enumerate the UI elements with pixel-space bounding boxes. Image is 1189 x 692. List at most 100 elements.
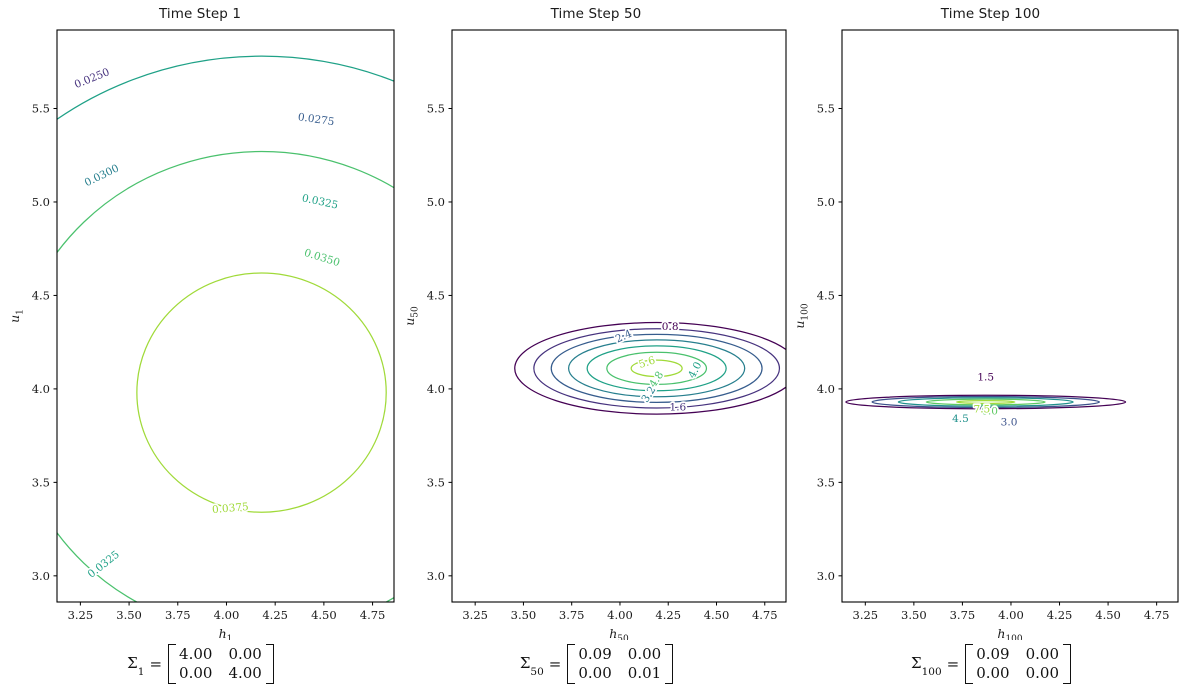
axes-frame (451, 29, 787, 603)
x-axis-label-base: h (997, 626, 1005, 640)
contour-panel-2: Time Step 50 0.8 0.8 1.6 1.6 2.4 2.4 3.2 3.2 4.0 4… (400, 0, 792, 692)
contour-label-halo: 6.0 (981, 405, 998, 417)
matrix-cell: 0.00 (228, 645, 262, 664)
plot-area: 1.51.53.03.04.54.56.06.07.57.53.25 3.50 3.… (792, 29, 1179, 640)
contour-label-halo: 1.5 (977, 372, 994, 384)
x-tick-label: 4.00 (998, 608, 1024, 622)
contour-level-3.2 (567, 339, 746, 398)
sigma-subscript: 50 (530, 665, 544, 678)
y-tick-label: 3.0 (427, 569, 445, 583)
x-tick-label: 4.00 (214, 608, 240, 622)
matrix-cell: 0.09 (578, 645, 612, 664)
x-tick-label: 4.25 (655, 608, 681, 622)
contour-level-7.5 (955, 399, 1016, 405)
contour-level-3.0 (871, 395, 1100, 409)
contour-label: 1.6 (670, 402, 687, 414)
matrix-cell: 0.09 (976, 645, 1010, 664)
y-tick-label: 4.5 (427, 288, 445, 302)
matrix-bracket-left (168, 644, 177, 684)
contour-level-5.6 (630, 359, 683, 378)
contour-panel-1: Time Step 1 0.0250 0.0250 0.0275 0.0275 0.030… (0, 0, 400, 692)
y-axis-label: u50 (402, 306, 421, 326)
equals-sign: = (946, 655, 960, 674)
y-axis-label-subscript: 100 (801, 303, 811, 320)
contour-label: 4.0 (686, 360, 704, 380)
x-tick-label: 4.75 (1144, 608, 1170, 622)
contour-level-1.5 (845, 394, 1127, 410)
y-tick-label: 5.5 (427, 102, 445, 116)
covariance-annotation: Σ50 = 0.09 0.00 0.00 0.01 (400, 644, 792, 684)
y-tick-label: 3.0 (817, 569, 835, 583)
y-tick-label: 4.5 (32, 288, 50, 302)
matrix-bracket-left (965, 644, 974, 684)
contour-level-4.8 (606, 351, 708, 386)
contour-level-0.0350 (57, 150, 394, 602)
equals-sign: = (149, 655, 163, 674)
matrix-grid: 0.09 0.00 0.00 0.01 (574, 644, 665, 684)
x-axis-label: h100 (997, 626, 1023, 640)
matrix-cell: 0.00 (179, 663, 213, 682)
x-axis-label: h50 (609, 626, 629, 640)
x-tick-label: 3.50 (901, 608, 927, 622)
y-tick-label: 4.0 (427, 382, 445, 396)
x-tick-label: 3.25 (853, 608, 879, 622)
axes-frame (841, 29, 1179, 603)
matrix-grid: 4.00 0.00 0.00 4.00 (175, 644, 266, 684)
matrix-cell: 0.00 (976, 663, 1010, 682)
axes-frame (56, 29, 395, 603)
contour-label: 7.5 (973, 403, 990, 415)
x-axis-label: h1 (219, 626, 233, 640)
contour-label: 0.0325 (301, 192, 339, 211)
y-tick-label: 3.5 (427, 475, 445, 489)
y-tick-label: 4.0 (817, 382, 835, 396)
sigma-subscript: 100 (921, 665, 942, 678)
sigma-symbol: Σ (519, 653, 531, 672)
matrix-grid: 0.09 0.00 0.00 0.00 (972, 644, 1063, 684)
x-tick-label: 4.50 (704, 608, 730, 622)
x-axis-label-subscript: 1 (227, 635, 233, 641)
contour-label: 0.0275 (297, 111, 335, 128)
contour-level-0.8 (514, 321, 786, 415)
x-tick-label: 3.25 (462, 608, 488, 622)
y-tick-label: 3.5 (32, 475, 50, 489)
contour-label: 4.5 (952, 413, 969, 425)
x-tick-label: 4.75 (360, 608, 386, 622)
contour-label: 1.5 (977, 372, 994, 384)
contour-label-halo: 4.5 (952, 413, 969, 425)
y-axis-label-base: u (7, 315, 22, 323)
y-axis-label-subscript: 50 (411, 306, 421, 318)
plot-area: 0.80.81.61.62.42.43.23.24.04.04.84.85.65… (402, 29, 787, 640)
contour-label: 3.0 (1001, 417, 1018, 429)
matrix-bracket-right (665, 644, 674, 684)
x-tick-label: 4.50 (311, 608, 337, 622)
contour-label: 0.0325 (86, 549, 122, 581)
contour-label: 0.8 (662, 321, 679, 333)
x-tick-label: 4.50 (1095, 608, 1121, 622)
x-tick-label: 3.50 (116, 608, 142, 622)
x-tick-label: 3.75 (165, 608, 191, 622)
y-tick-label: 5.0 (427, 195, 445, 209)
contour-lines (0, 0, 400, 640)
contour-level-0.0250 (0, 0, 400, 640)
contour-label-halo: 0.0375 (212, 501, 250, 516)
y-tick-label: 5.0 (32, 195, 50, 209)
y-tick-label: 3.5 (817, 475, 835, 489)
contour-label: 5.6 (637, 354, 657, 371)
matrix-cell: 0.01 (627, 663, 662, 682)
contour-label-halo: 1.6 (670, 402, 687, 414)
contour-level-1.6 (533, 328, 781, 409)
contour-level-2.4 (550, 333, 763, 403)
sigma-symbol: Σ (127, 653, 138, 672)
matrix-cell: 4.00 (179, 645, 213, 664)
matrix-bracket-right (1063, 644, 1072, 684)
y-tick-label: 5.5 (817, 102, 835, 116)
panel-title: Time Step 1 (158, 6, 242, 22)
y-axis-label-subscript: 1 (16, 309, 26, 315)
y-axis-label-base: u (792, 321, 807, 329)
contour-lines (845, 394, 1127, 410)
matrix-cell: 4.00 (228, 663, 262, 682)
matrix-bracket-right (265, 644, 274, 684)
x-axis-label-base: h (609, 626, 617, 640)
y-tick-label: 5.5 (32, 102, 50, 116)
